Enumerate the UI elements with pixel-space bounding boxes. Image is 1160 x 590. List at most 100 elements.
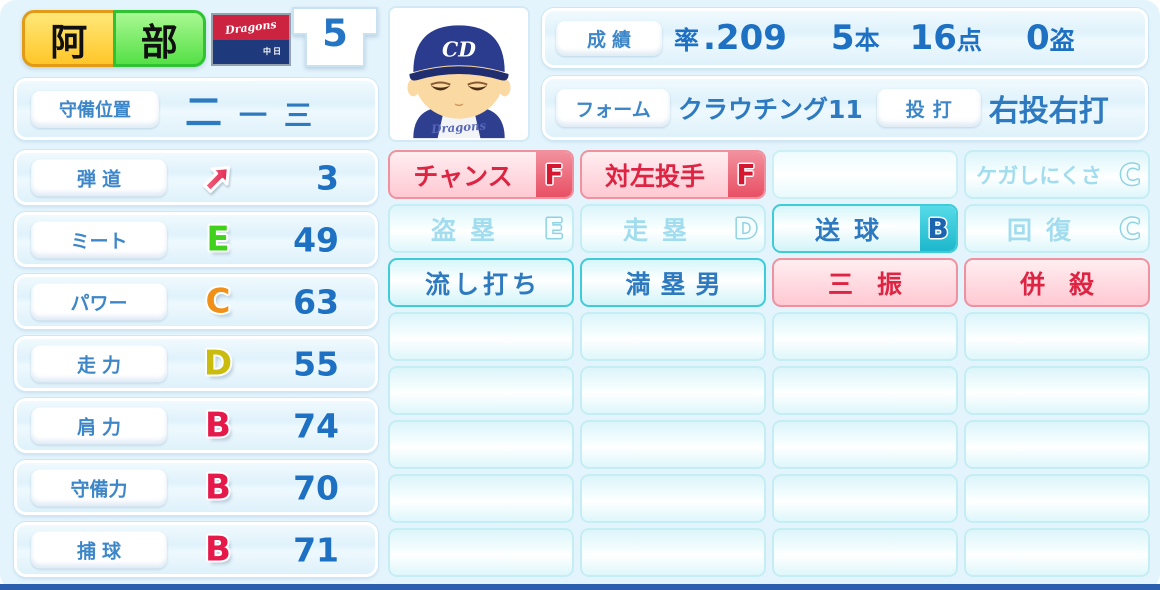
- ability-grade: F: [728, 152, 764, 197]
- contact-grade: E: [206, 218, 230, 259]
- avg-prefix: 率: [674, 26, 700, 55]
- ability-label: ケガしにくさ: [976, 163, 1102, 188]
- bottom-bar: [0, 584, 1160, 590]
- ability-label: 走塁: [622, 215, 701, 245]
- team-flag-bottom: 中日: [213, 40, 289, 65]
- ability-cell-empty: [772, 528, 958, 577]
- team-flag-name: Dragons: [213, 15, 289, 40]
- player-name-left: 阿: [22, 10, 113, 67]
- speed-label: 走力: [76, 354, 127, 376]
- ability-cell-empty: [772, 312, 958, 361]
- position-values: 二 一 三: [185, 82, 312, 136]
- player-avatar-image: Dragons CD: [407, 25, 511, 139]
- home-runs: 5 本: [831, 18, 880, 58]
- svg-text:CD: CD: [442, 38, 476, 62]
- speed-value: 55: [293, 344, 339, 383]
- ability-cell-empty: [964, 528, 1150, 577]
- ability-cell-blank: [772, 150, 958, 199]
- fielding-label: 守備力: [70, 478, 128, 500]
- ability-label: 盗塁: [430, 215, 509, 245]
- player-avatar: Dragons CD: [388, 6, 530, 142]
- ability-cell-empty: [964, 474, 1150, 523]
- ability-cell-empty: [388, 474, 574, 523]
- batting-average: 率 .209: [674, 18, 787, 58]
- ability-cell-chance: チャンス F: [388, 150, 574, 199]
- season-stats-panel: 成績 率 .209 5 本 16 点 0 盗: [542, 8, 1148, 68]
- trajectory-label-pill: 弾道: [31, 159, 167, 196]
- ability-grade: C: [1119, 211, 1141, 245]
- number-plate-shape: [292, 7, 378, 67]
- ability-label: チャンス: [413, 161, 513, 191]
- team-flag-icon: Dragons 中日: [211, 13, 291, 66]
- uniform-number: 5: [322, 12, 348, 55]
- power-label-pill: パワー: [31, 283, 167, 320]
- sb-value: 0: [1025, 18, 1050, 58]
- team-flag-sub-label: 中日: [263, 47, 283, 57]
- trajectory-arrow-icon: [202, 165, 231, 193]
- power-grade: C: [205, 280, 231, 321]
- special-abilities-grid: チャンス F 対左投手 F ケガしにくさ C 盗塁 E 走塁 D 送球 B 回復…: [388, 150, 1150, 577]
- arm-label: 肩力: [76, 416, 127, 438]
- form-value: クラウチング11: [678, 95, 863, 124]
- catching-value: 71: [293, 530, 339, 569]
- trajectory-label: 弾道: [76, 168, 127, 190]
- position-label-pill: 守備位置: [31, 90, 159, 128]
- ability-label: 対左投手: [604, 161, 705, 191]
- ability-cell-empty: [772, 420, 958, 469]
- avg-value: .209: [703, 18, 787, 58]
- ability-cell-stealing: 盗塁 E: [388, 204, 574, 253]
- catching-label: 捕球: [76, 540, 127, 562]
- speed-label-pill: 走力: [31, 345, 167, 382]
- ability-cell-empty: [772, 474, 958, 523]
- ability-cell-empty: [772, 366, 958, 415]
- ability-grade: E: [544, 211, 564, 245]
- stat-row-fielding: 守備力 B 70: [14, 460, 378, 515]
- contact-label: ミート: [70, 230, 128, 252]
- sb-suffix: 盗: [1049, 26, 1075, 55]
- ability-label: 流し打ち: [424, 269, 541, 299]
- position-label: 守備位置: [59, 100, 131, 121]
- fielding-label-pill: 守備力: [31, 469, 167, 506]
- base-stats-column: 弾道 3 ミート E 49 パワー C 63: [14, 150, 378, 577]
- throwbat-label: 投打: [905, 98, 960, 121]
- position-sub-1: 一: [239, 99, 268, 132]
- ability-cell-empty: [580, 312, 766, 361]
- power-label: パワー: [70, 292, 128, 314]
- speed-grade: D: [203, 342, 233, 383]
- stat-row-contact: ミート E 49: [14, 212, 378, 267]
- stat-row-power: パワー C 63: [14, 274, 378, 329]
- contact-value: 49: [293, 220, 339, 259]
- form-panel: フォーム クラウチング11 投打 右投右打: [542, 76, 1148, 140]
- ability-cell-throwing: 送球 B: [772, 204, 958, 253]
- ability-cell-empty: [580, 474, 766, 523]
- ability-cell-bases-loaded: 満塁男: [580, 258, 766, 307]
- arm-label-pill: 肩力: [31, 407, 167, 444]
- ability-cell-empty: [580, 366, 766, 415]
- ability-cell-empty: [388, 366, 574, 415]
- ability-cell-empty: [388, 420, 574, 469]
- position-sub-2: 三: [284, 99, 313, 132]
- ability-cell-durability: ケガしにくさ C: [964, 150, 1150, 199]
- stats-label: 成績: [586, 28, 637, 51]
- ability-cell-double-play: 併殺: [964, 258, 1150, 307]
- hr-value: 5: [830, 18, 855, 58]
- ability-label: 併殺: [1019, 269, 1118, 299]
- ability-cell-empty: [580, 420, 766, 469]
- position-main: 二: [185, 91, 222, 134]
- ability-label: 三振: [827, 269, 926, 299]
- power-value: 63: [293, 282, 339, 321]
- ability-cell-empty: [964, 420, 1150, 469]
- ability-cell-empty: [964, 366, 1150, 415]
- player-name-right: 部: [112, 10, 206, 67]
- ability-cell-strikeout: 三振: [772, 258, 958, 307]
- stat-row-arm: 肩力 B 74: [14, 398, 378, 453]
- ability-cell-recovery: 回復 C: [964, 204, 1150, 253]
- arm-grade: B: [205, 404, 231, 445]
- throwbat-value: 右投右打: [988, 94, 1109, 129]
- ability-label: 回復: [1006, 215, 1085, 245]
- ability-grade: C: [1119, 157, 1141, 191]
- ability-label: 満塁男: [625, 269, 731, 299]
- ability-cell-baserunning: 走塁 D: [580, 204, 766, 253]
- ability-cell-empty: [580, 528, 766, 577]
